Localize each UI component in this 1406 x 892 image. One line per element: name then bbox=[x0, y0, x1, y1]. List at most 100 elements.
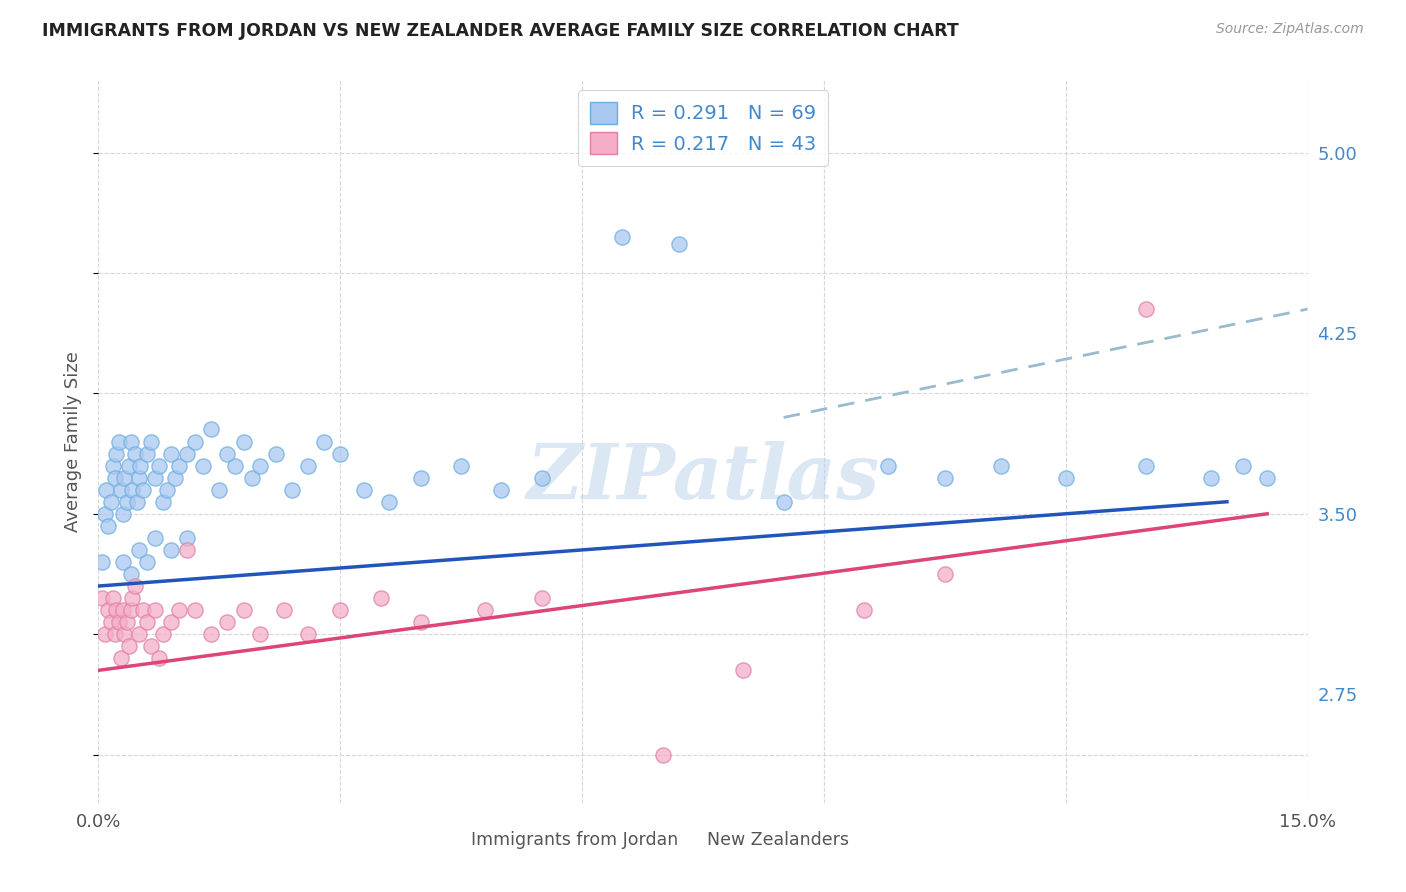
Text: Source: ZipAtlas.com: Source: ZipAtlas.com bbox=[1216, 22, 1364, 37]
Point bbox=[1135, 301, 1157, 317]
Point bbox=[200, 422, 222, 436]
Point bbox=[135, 446, 157, 460]
Point bbox=[184, 603, 207, 617]
Legend: R = 0.291   N = 69, R = 0.217   N = 43: R = 0.291 N = 69, R = 0.217 N = 43 bbox=[578, 90, 828, 166]
Point bbox=[450, 458, 472, 473]
Point bbox=[91, 555, 114, 569]
Point bbox=[94, 507, 117, 521]
Point bbox=[273, 603, 295, 617]
Point bbox=[297, 458, 319, 473]
Point bbox=[139, 639, 162, 653]
Point bbox=[249, 627, 271, 641]
Point bbox=[124, 579, 146, 593]
Point bbox=[990, 458, 1012, 473]
Point bbox=[135, 615, 157, 630]
Point bbox=[111, 603, 134, 617]
Point bbox=[733, 663, 755, 677]
Point bbox=[934, 567, 956, 582]
Point bbox=[127, 494, 149, 508]
Text: ZIPatlas: ZIPatlas bbox=[526, 441, 880, 515]
Point bbox=[118, 458, 141, 473]
Point bbox=[160, 542, 183, 557]
Y-axis label: Average Family Size: Average Family Size bbox=[65, 351, 83, 532]
Point bbox=[530, 470, 553, 484]
Text: Immigrants from Jordan: Immigrants from Jordan bbox=[471, 831, 678, 849]
Point bbox=[530, 591, 553, 605]
Point bbox=[152, 627, 174, 641]
Point bbox=[110, 651, 132, 665]
Point bbox=[100, 615, 122, 630]
Point bbox=[217, 446, 239, 460]
Point bbox=[232, 603, 254, 617]
Point bbox=[208, 483, 231, 497]
Point bbox=[143, 603, 166, 617]
Point bbox=[934, 470, 956, 484]
Point bbox=[139, 434, 162, 449]
Point bbox=[772, 494, 794, 508]
Point bbox=[353, 483, 375, 497]
Point bbox=[163, 470, 186, 484]
Point bbox=[103, 470, 125, 484]
Point bbox=[101, 591, 124, 605]
Point bbox=[224, 458, 246, 473]
Point bbox=[135, 555, 157, 569]
Point bbox=[1232, 458, 1254, 473]
Point bbox=[97, 603, 120, 617]
Point bbox=[100, 494, 122, 508]
Point bbox=[200, 627, 222, 641]
Point bbox=[176, 446, 198, 460]
Point bbox=[329, 603, 352, 617]
Point bbox=[120, 603, 142, 617]
Point bbox=[105, 603, 128, 617]
Point bbox=[121, 591, 143, 605]
Point bbox=[118, 639, 141, 653]
Point bbox=[129, 458, 152, 473]
Point bbox=[148, 458, 170, 473]
Point bbox=[329, 446, 352, 460]
Point bbox=[249, 458, 271, 473]
Point bbox=[121, 483, 143, 497]
Point bbox=[297, 627, 319, 641]
Point bbox=[232, 434, 254, 449]
Point bbox=[491, 483, 513, 497]
Text: IMMIGRANTS FROM JORDAN VS NEW ZEALANDER AVERAGE FAMILY SIZE CORRELATION CHART: IMMIGRANTS FROM JORDAN VS NEW ZEALANDER … bbox=[42, 22, 959, 40]
Point bbox=[176, 542, 198, 557]
Point bbox=[281, 483, 304, 497]
Point bbox=[160, 615, 183, 630]
Point bbox=[94, 627, 117, 641]
Point bbox=[474, 603, 496, 617]
Point bbox=[97, 518, 120, 533]
Point bbox=[193, 458, 215, 473]
Point bbox=[184, 434, 207, 449]
Point bbox=[115, 494, 138, 508]
Point bbox=[120, 434, 142, 449]
Text: New Zealanders: New Zealanders bbox=[707, 831, 849, 849]
Point bbox=[668, 237, 690, 252]
FancyBboxPatch shape bbox=[434, 829, 461, 852]
Point bbox=[409, 470, 432, 484]
Point bbox=[103, 627, 125, 641]
Point bbox=[167, 458, 190, 473]
Point bbox=[96, 483, 118, 497]
FancyBboxPatch shape bbox=[671, 829, 697, 852]
Point bbox=[107, 615, 129, 630]
Point bbox=[167, 603, 190, 617]
Point bbox=[112, 627, 135, 641]
Point bbox=[1054, 470, 1077, 484]
Point bbox=[1256, 470, 1278, 484]
Point bbox=[877, 458, 900, 473]
Point bbox=[128, 627, 150, 641]
Point bbox=[651, 747, 673, 762]
Point bbox=[128, 470, 150, 484]
Point bbox=[132, 603, 155, 617]
Point bbox=[120, 567, 142, 582]
Point bbox=[124, 446, 146, 460]
Point bbox=[264, 446, 287, 460]
Point bbox=[152, 494, 174, 508]
Point bbox=[160, 446, 183, 460]
Point bbox=[132, 483, 155, 497]
Point bbox=[105, 446, 128, 460]
Point bbox=[115, 615, 138, 630]
Point bbox=[612, 229, 634, 244]
Point bbox=[111, 555, 134, 569]
